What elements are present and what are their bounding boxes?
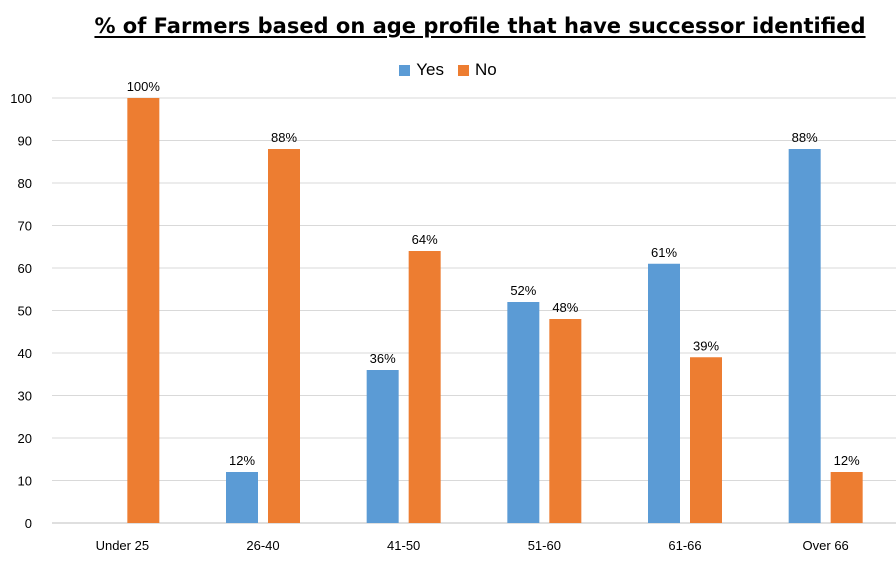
y-tick-label: 20 <box>18 431 32 446</box>
data-label: 52% <box>510 283 536 298</box>
x-tick-label: Over 66 <box>803 538 849 553</box>
bar-no-2 <box>408 251 441 523</box>
bar-yes-1 <box>226 472 258 523</box>
data-label: 12% <box>834 453 860 468</box>
bar-yes-3 <box>507 302 540 523</box>
legend: Yes No <box>0 60 896 80</box>
bar-no-4 <box>690 357 722 523</box>
data-label: 36% <box>370 351 396 366</box>
bar-no-5 <box>830 472 863 523</box>
legend-swatch-no <box>458 64 469 76</box>
legend-label-yes: Yes <box>416 60 444 79</box>
y-tick-label: 90 <box>18 134 32 149</box>
data-label: 61% <box>651 245 677 260</box>
y-tick-label: 50 <box>18 304 32 319</box>
legend-item-no: No <box>458 60 497 80</box>
y-tick-label: 80 <box>18 176 32 191</box>
bar-no-1 <box>268 149 300 523</box>
y-tick-label: 100 <box>10 91 32 106</box>
data-label: 88% <box>271 130 297 145</box>
data-label: 39% <box>693 338 719 353</box>
legend-label-no: No <box>475 60 497 79</box>
data-label: 100% <box>127 79 161 94</box>
x-tick-label: 26-40 <box>246 538 279 553</box>
y-tick-label: 70 <box>18 219 32 234</box>
x-tick-label: 51-60 <box>528 538 561 553</box>
legend-swatch-yes <box>399 64 411 76</box>
y-tick-label: 0 <box>25 516 32 531</box>
y-tick-label: 30 <box>18 389 32 404</box>
data-label: 64% <box>412 232 438 247</box>
y-tick-label: 60 <box>18 261 32 276</box>
data-label: 48% <box>552 300 578 315</box>
chart-title: % of Farmers based on age profile that h… <box>94 14 866 38</box>
bar-yes-4 <box>648 263 680 523</box>
y-tick-label: 10 <box>18 474 32 489</box>
bar-no-0 <box>127 98 160 523</box>
y-tick-label: 40 <box>18 346 32 361</box>
x-tick-label: 61-66 <box>668 538 701 553</box>
bar-yes-2 <box>366 370 399 523</box>
bar-yes-5 <box>788 149 821 523</box>
x-tick-label: 41-50 <box>387 538 420 553</box>
bar-no-3 <box>549 319 582 523</box>
x-tick-label: Under 25 <box>96 538 149 553</box>
data-label: 12% <box>229 453 255 468</box>
data-label: 88% <box>792 130 818 145</box>
legend-item-yes: Yes <box>399 60 444 80</box>
